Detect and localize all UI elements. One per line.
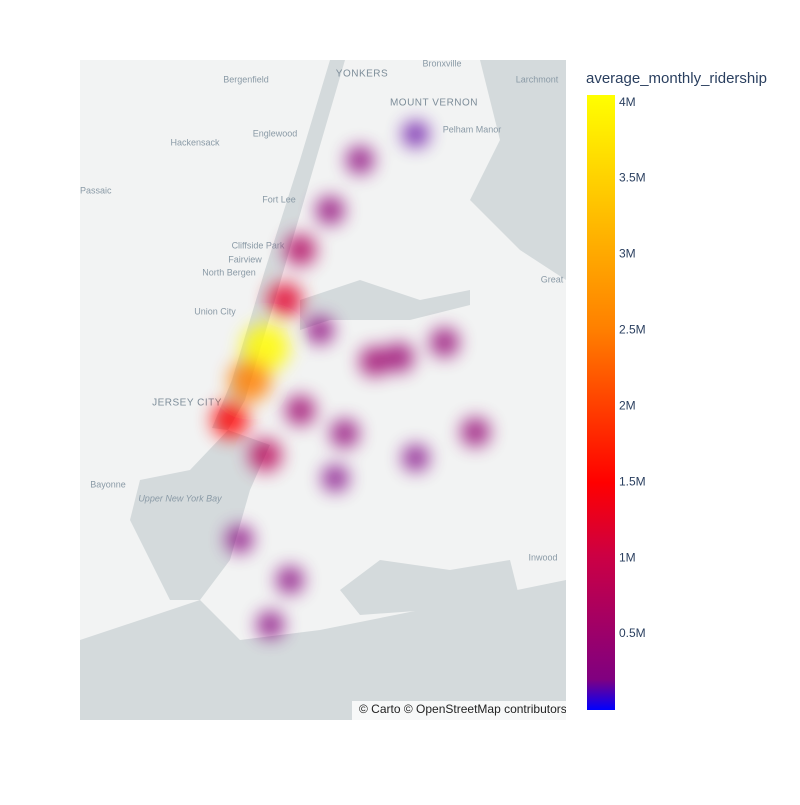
density-point <box>228 359 271 402</box>
place-label: Fairview <box>228 254 262 264</box>
density-point <box>402 444 429 472</box>
density-point <box>257 611 284 639</box>
place-label: Bronxville <box>422 58 461 68</box>
colorbar-ticks: 0.5M 1M 1.5M 2M 2.5M 3M 3.5M 4M <box>619 95 646 640</box>
density-point <box>430 328 459 357</box>
density-point <box>211 401 249 439</box>
place-label: JERSEY CITY <box>152 398 222 409</box>
long-island-sound <box>470 60 566 280</box>
attribution-box <box>352 701 566 720</box>
density-point <box>284 234 317 266</box>
density-point <box>359 346 390 377</box>
density-point <box>226 525 254 553</box>
density-layer <box>211 121 490 639</box>
place-label: Cliffside Park <box>232 240 285 250</box>
colorbar-tick-label: 4M <box>619 95 636 109</box>
colorbar-tick-label: 2.5M <box>619 323 646 337</box>
jamaica-bay <box>340 560 520 615</box>
colorbar-title: average_monthly_ridership <box>586 70 767 87</box>
density-point <box>316 196 345 225</box>
density-point <box>346 146 374 174</box>
density-point <box>285 395 316 426</box>
place-label: Great <box>541 274 564 284</box>
density-point <box>330 419 359 448</box>
place-label: Bayonne <box>90 479 126 489</box>
map: Bergenfield YONKERS Bronxville Larchmont… <box>80 58 567 720</box>
place-label: MOUNT VERNON <box>390 98 478 109</box>
place-label: Upper New York Bay <box>138 493 222 503</box>
place-label: YONKERS <box>336 69 388 80</box>
density-point <box>384 342 414 373</box>
density-point <box>276 566 304 594</box>
colorbar-tick-label: 2M <box>619 398 636 412</box>
density-point <box>322 465 349 492</box>
colorbar-tick-label: 3M <box>619 247 636 261</box>
place-label: Englewood <box>253 128 298 138</box>
place-label: North Bergen <box>202 267 256 277</box>
place-label: Fort Lee <box>262 194 296 204</box>
colorbar-tick-label: 1M <box>619 550 636 564</box>
place-label: Bergenfield <box>223 74 269 84</box>
colorbar-tick-label: 0.5M <box>619 626 646 640</box>
ocean <box>80 580 566 720</box>
colorbar <box>587 95 615 710</box>
place-label: Pelham Manor <box>443 124 502 134</box>
density-point <box>461 417 490 447</box>
place-label: Passaic <box>80 185 112 195</box>
density-point <box>402 121 429 147</box>
attribution[interactable]: © Carto © OpenStreetMap contributors <box>359 702 567 716</box>
place-label: Inwood <box>528 552 557 562</box>
place-label: Larchmont <box>516 74 559 84</box>
upper-bay <box>130 430 270 600</box>
density-point <box>249 438 282 472</box>
east-river <box>300 280 470 330</box>
place-label: Hackensack <box>170 137 220 147</box>
place-label: Union City <box>194 306 236 316</box>
density-point <box>306 316 334 344</box>
colorbar-tick-label: 3.5M <box>619 171 646 185</box>
density-point <box>267 282 303 318</box>
colorbar-tick-label: 1.5M <box>619 474 646 488</box>
